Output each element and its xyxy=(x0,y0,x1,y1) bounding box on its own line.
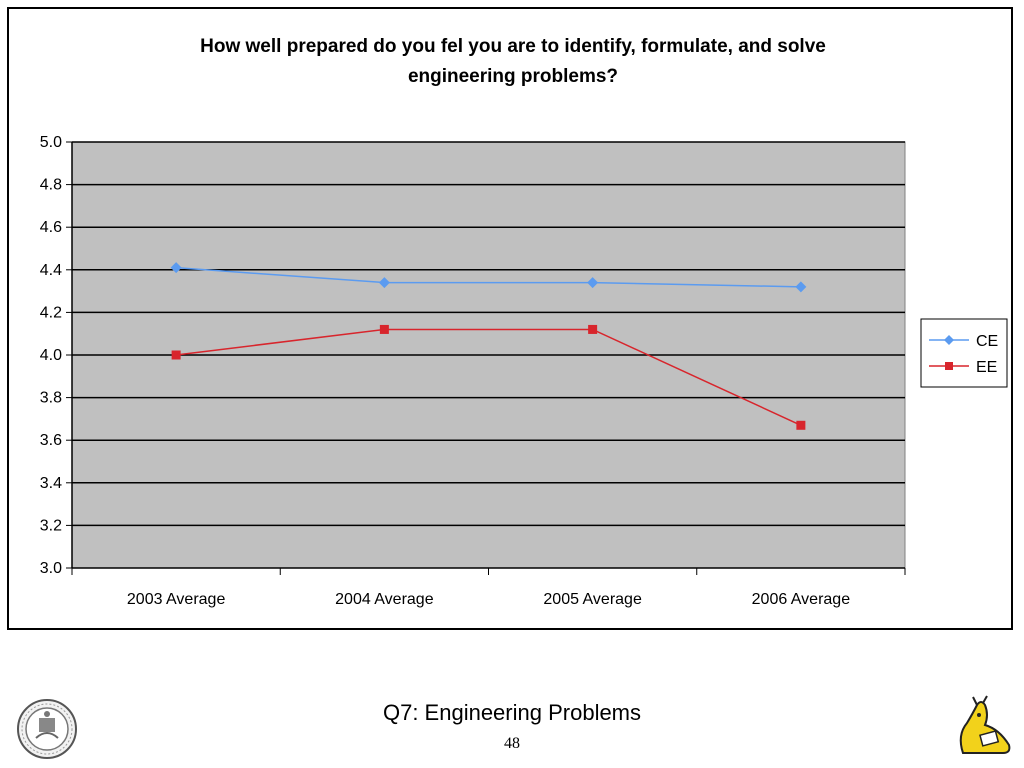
y-tick-label: 4.0 xyxy=(40,347,62,364)
data-point-ce xyxy=(378,277,390,289)
data-point-ee xyxy=(379,324,389,334)
y-tick-label: 4.6 xyxy=(40,219,62,236)
y-tick-label: 4.2 xyxy=(40,304,62,321)
legend-marker-ee xyxy=(945,362,953,370)
y-tick-label: 3.0 xyxy=(40,560,62,577)
data-point-ee xyxy=(588,324,598,334)
x-tick-label: 2005 Average xyxy=(543,591,642,608)
plot-area: 3.0 3.2 3.4 3.6 3.8 4.0 4.2 4.4 4.6 4.8 5.0 2003 Av… xyxy=(40,134,906,608)
data-point-ce xyxy=(587,277,599,289)
y-tick-label: 3.6 xyxy=(40,432,62,449)
line-chart: How well prepared do you fel you are to … xyxy=(40,36,1008,608)
legend-label-ee: EE xyxy=(976,359,997,376)
data-point-ce xyxy=(170,262,182,274)
y-tick-label: 3.4 xyxy=(40,475,62,492)
chart-title-line-1: How well prepared do you fel you are to … xyxy=(200,36,826,57)
legend-box xyxy=(920,318,1008,388)
y-tick-label: 4.4 xyxy=(40,262,62,279)
data-point-ee xyxy=(796,420,806,430)
banana-slug-mascot-logo xyxy=(959,695,1011,754)
slide-number: 48 xyxy=(504,735,520,752)
series-line-ce xyxy=(176,266,801,288)
series-line-ee xyxy=(176,328,802,426)
y-tick-label: 4.8 xyxy=(40,177,62,194)
data-point-ce xyxy=(795,281,807,293)
legend: CE EE xyxy=(920,318,1008,388)
data-point-ee xyxy=(171,350,181,360)
y-tick-label: 3.2 xyxy=(40,517,62,534)
university-seal-logo xyxy=(17,699,77,759)
slide-caption: Q7: Engineering Problems xyxy=(382,700,642,725)
x-tick-label: 2003 Average xyxy=(127,591,226,608)
legend-marker-ce xyxy=(944,335,954,345)
chart-frame: How well prepared do you fel you are to … xyxy=(7,7,1013,630)
y-tick-label: 5.0 xyxy=(40,134,62,151)
legend-label-ce: CE xyxy=(976,333,998,350)
y-tick-label: 3.8 xyxy=(40,390,62,407)
x-tick-label: 2006 Average xyxy=(752,591,851,608)
chart-title-line-2: engineering problems? xyxy=(408,66,618,87)
x-tick-label: 2004 Average xyxy=(335,591,434,608)
